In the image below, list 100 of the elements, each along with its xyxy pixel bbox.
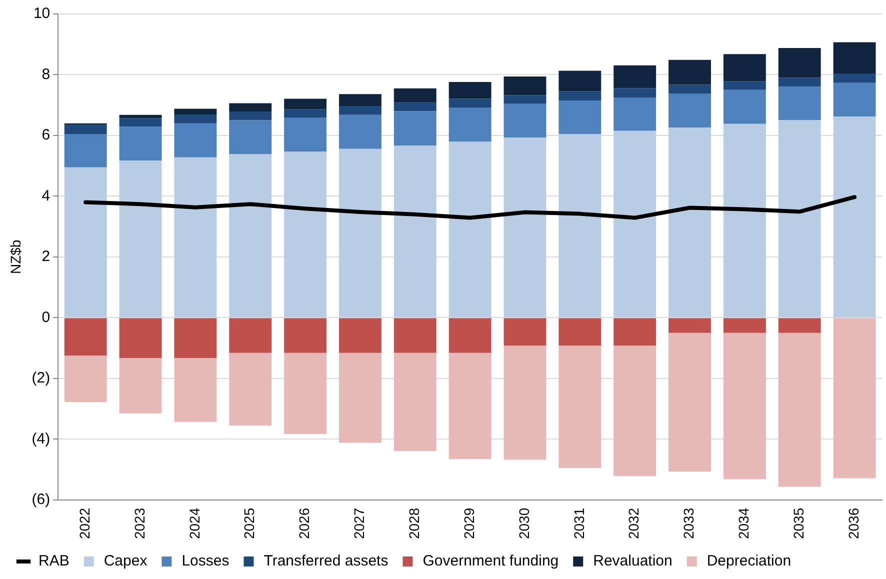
bar — [64, 134, 107, 168]
legend-label: Capex — [104, 552, 148, 570]
bar — [119, 126, 162, 161]
x-tick-label: 2032 — [626, 508, 642, 540]
y-tick-label: 4 — [42, 187, 50, 204]
bar — [833, 318, 876, 478]
bar — [229, 154, 272, 318]
bar — [833, 82, 876, 117]
bar — [833, 42, 876, 74]
bar — [338, 148, 382, 318]
bar — [723, 318, 766, 333]
bar — [614, 318, 656, 346]
bar — [504, 95, 546, 104]
x-tick-label: 2026 — [296, 508, 312, 540]
bar — [723, 90, 766, 124]
bar — [558, 134, 602, 318]
bar — [614, 65, 656, 88]
bar — [504, 76, 546, 96]
bar — [723, 54, 766, 82]
bar — [558, 346, 602, 468]
bar — [833, 116, 876, 318]
bar — [614, 88, 656, 98]
bar — [119, 160, 162, 318]
y-tick-label: 0 — [42, 308, 50, 326]
bar — [174, 318, 217, 358]
bar — [394, 111, 436, 146]
bar — [558, 91, 602, 101]
legend-label: Transferred assets — [264, 552, 388, 570]
bar — [448, 108, 492, 142]
bar — [778, 120, 821, 318]
bar — [614, 346, 656, 476]
bar — [284, 352, 327, 434]
bar — [174, 157, 217, 318]
x-tick-label: 2022 — [76, 508, 92, 540]
y-tick-label: 10 — [33, 5, 50, 22]
x-tick-label: 2034 — [736, 508, 752, 540]
bar — [119, 318, 162, 358]
y-tick-label: (4) — [32, 430, 50, 448]
bar — [448, 142, 492, 318]
x-tick-label: 2025 — [241, 508, 258, 540]
x-tick-label: 2028 — [406, 508, 422, 540]
bar — [394, 145, 436, 318]
bar — [338, 318, 382, 353]
y-axis-title: NZ$b — [7, 240, 24, 274]
bar — [174, 358, 217, 422]
bar — [614, 130, 656, 318]
bar — [229, 103, 272, 112]
bar — [229, 318, 272, 353]
bar — [284, 318, 327, 353]
bar — [119, 358, 162, 414]
bar — [504, 138, 546, 318]
bar — [614, 98, 656, 131]
bar — [64, 167, 107, 318]
bar — [448, 98, 492, 108]
x-tick-label: 2035 — [790, 508, 806, 540]
x-tick-label: 2029 — [460, 508, 477, 540]
bar — [778, 332, 821, 487]
bar — [394, 88, 436, 102]
y-tick-label: 2 — [42, 248, 50, 266]
legend-label: Government funding — [422, 552, 559, 570]
bar — [668, 60, 711, 85]
x-tick-label: 2031 — [570, 508, 587, 540]
bar — [833, 74, 876, 83]
bar — [394, 102, 436, 112]
bar — [668, 128, 711, 318]
x-tick-label: 2023 — [131, 508, 148, 540]
bar — [723, 332, 766, 480]
x-tick-label: 2027 — [351, 508, 368, 540]
bar — [338, 114, 382, 149]
bar — [778, 86, 821, 120]
x-tick-label: 2024 — [186, 508, 202, 540]
bar — [338, 106, 382, 115]
legend-label: RAB — [38, 552, 70, 570]
bar — [284, 109, 327, 118]
bar — [394, 318, 436, 353]
bar — [229, 352, 272, 426]
bar — [284, 98, 327, 110]
bar — [448, 352, 492, 460]
bar — [448, 82, 492, 99]
y-tick-label: 8 — [42, 66, 50, 83]
bar — [64, 318, 107, 356]
bar — [668, 84, 711, 94]
bar — [338, 94, 382, 106]
legend-label: Depreciation — [706, 552, 792, 570]
y-tick-label: (2) — [32, 370, 50, 387]
bar — [394, 352, 436, 451]
bar — [668, 318, 711, 333]
bar — [448, 318, 492, 353]
legend-label: Losses — [182, 552, 230, 570]
bar — [778, 318, 821, 333]
bar — [284, 152, 327, 318]
bar — [778, 48, 821, 78]
bar — [229, 111, 272, 120]
bar — [504, 318, 546, 346]
bar — [504, 104, 546, 138]
x-tick-label: 2036 — [845, 508, 862, 540]
bar — [723, 81, 766, 90]
bar — [778, 78, 821, 87]
bar — [668, 94, 711, 128]
bar — [229, 120, 272, 154]
